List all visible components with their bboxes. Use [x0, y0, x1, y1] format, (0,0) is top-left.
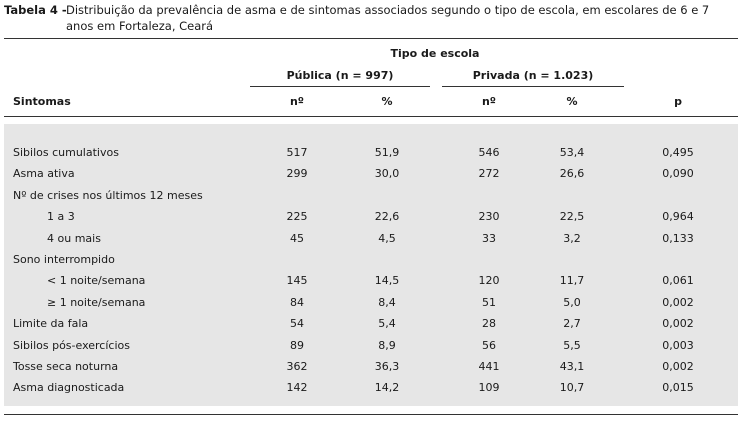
cell-p-value: 0,090 [662, 167, 694, 180]
cell-pct-privada: 2,7 [563, 317, 581, 330]
cell-p-value: 0,495 [662, 146, 694, 159]
header-n-publica: nº [289, 95, 305, 108]
row-label: Asma ativa [13, 167, 75, 180]
table-row: ≥ 1 noite/semana 84 8,4 51 5,0 0,002 [0, 293, 742, 314]
caption-text: Distribuição da prevalência de asma e de… [66, 3, 710, 33]
row-label: 4 ou mais [47, 232, 101, 245]
cell-pct-publica: 30,0 [374, 167, 400, 180]
cell-n-privada: 230 [478, 210, 500, 223]
cell-pct-publica: 4,5 [378, 232, 396, 245]
cell-n-publica: 299 [286, 167, 308, 180]
cell-n-privada: 109 [478, 381, 500, 394]
cell-pct-publica: 51,9 [374, 146, 400, 159]
header-n-privada: nº [481, 95, 497, 108]
cell-n-privada: 272 [478, 167, 500, 180]
cell-n-publica: 142 [286, 381, 308, 394]
cell-pct-privada: 22,5 [559, 210, 585, 223]
row-label: Asma diagnosticada [13, 381, 125, 394]
cell-pct-privada: 43,1 [559, 360, 585, 373]
row-label: Sibilos cumulativos [13, 146, 119, 159]
cell-pct-privada: 5,0 [563, 296, 581, 309]
cell-p-value: 0,002 [662, 360, 694, 373]
cell-p-value: 0,061 [662, 274, 694, 287]
cell-pct-publica: 22,6 [374, 210, 400, 223]
cell-pct-publica: 14,2 [374, 381, 400, 394]
cell-p-value: 0,015 [662, 381, 694, 394]
privada-underline [442, 86, 624, 87]
table-row: Sono interrompido [0, 250, 742, 271]
table-row: Asma ativa 299 30,0 272 26,6 0,090 [0, 164, 742, 185]
cell-p-value: 0,002 [662, 296, 694, 309]
cell-pct-privada: 10,7 [559, 381, 585, 394]
cell-pct-privada: 53,4 [559, 146, 585, 159]
header-p: p [674, 95, 682, 108]
header-privada: Privada (n = 1.023) [472, 69, 594, 82]
cell-pct-publica: 5,4 [378, 317, 396, 330]
row-label: Sibilos pós-exercícios [13, 339, 130, 352]
cell-n-publica: 45 [290, 232, 304, 245]
cell-n-publica: 225 [286, 210, 308, 223]
row-label: < 1 noite/semana [47, 274, 146, 287]
table-body-background [4, 124, 738, 406]
cell-pct-publica: 8,4 [378, 296, 396, 309]
cell-n-privada: 56 [482, 339, 496, 352]
cell-n-privada: 120 [478, 274, 500, 287]
cell-n-publica: 54 [290, 317, 304, 330]
cell-pct-privada: 3,2 [563, 232, 581, 245]
cell-n-publica: 517 [286, 146, 308, 159]
cell-p-value: 0,002 [662, 317, 694, 330]
cell-pct-publica: 14,5 [374, 274, 400, 287]
cell-n-publica: 362 [286, 360, 308, 373]
header-tipo-de-escola: Tipo de escola [390, 47, 480, 60]
table-row: Limite da fala 54 5,4 28 2,7 0,002 [0, 314, 742, 335]
caption-label: Tabela 4 - [4, 3, 67, 17]
cell-n-privada: 33 [482, 232, 496, 245]
top-rule [4, 38, 738, 39]
cell-p-value: 0,133 [662, 232, 694, 245]
cell-pct-publica: 36,3 [374, 360, 400, 373]
table-row: 1 a 3 225 22,6 230 22,5 0,964 [0, 207, 742, 228]
table-row: 4 ou mais 45 4,5 33 3,2 0,133 [0, 229, 742, 250]
row-label: ≥ 1 noite/semana [47, 296, 146, 309]
bottom-rule [4, 414, 738, 415]
row-label: Limite da fala [13, 317, 89, 330]
cell-p-value: 0,003 [662, 339, 694, 352]
table-row: < 1 noite/semana 145 14,5 120 11,7 0,061 [0, 271, 742, 292]
header-publica: Pública (n = 997) [286, 69, 394, 82]
cell-pct-privada: 5,5 [563, 339, 581, 352]
cell-pct-privada: 11,7 [559, 274, 585, 287]
cell-n-privada: 51 [482, 296, 496, 309]
cell-pct-publica: 8,9 [378, 339, 396, 352]
row-label: Tosse seca noturna [13, 360, 119, 373]
table-row: Tosse seca noturna 362 36,3 441 43,1 0,002 [0, 357, 742, 378]
row-label: Nº de crises nos últimos 12 meses [13, 189, 203, 202]
header-pct-privada: % [566, 95, 578, 108]
cell-n-publica: 84 [290, 296, 304, 309]
header-pct-publica: % [381, 95, 393, 108]
table-row: Sibilos cumulativos 517 51,9 546 53,4 0,495 [0, 143, 742, 164]
row-label: Sono interrompido [13, 253, 115, 266]
row-label: 1 a 3 [47, 210, 75, 223]
cell-pct-privada: 26,6 [559, 167, 585, 180]
publica-underline [250, 86, 430, 87]
table-row: Sibilos pós-exercícios 89 8,9 56 5,5 0,003 [0, 336, 742, 357]
table-row: Asma diagnosticada 142 14,2 109 10,7 0,015 [0, 378, 742, 399]
cell-n-publica: 89 [290, 339, 304, 352]
cell-p-value: 0,964 [662, 210, 694, 223]
header-sintomas: Sintomas [13, 95, 71, 108]
cell-n-privada: 441 [478, 360, 500, 373]
header-rule [4, 116, 738, 117]
cell-n-publica: 145 [286, 274, 308, 287]
cell-n-privada: 546 [478, 146, 500, 159]
table-row: Nº de crises nos últimos 12 meses [0, 186, 742, 207]
cell-n-privada: 28 [482, 317, 496, 330]
